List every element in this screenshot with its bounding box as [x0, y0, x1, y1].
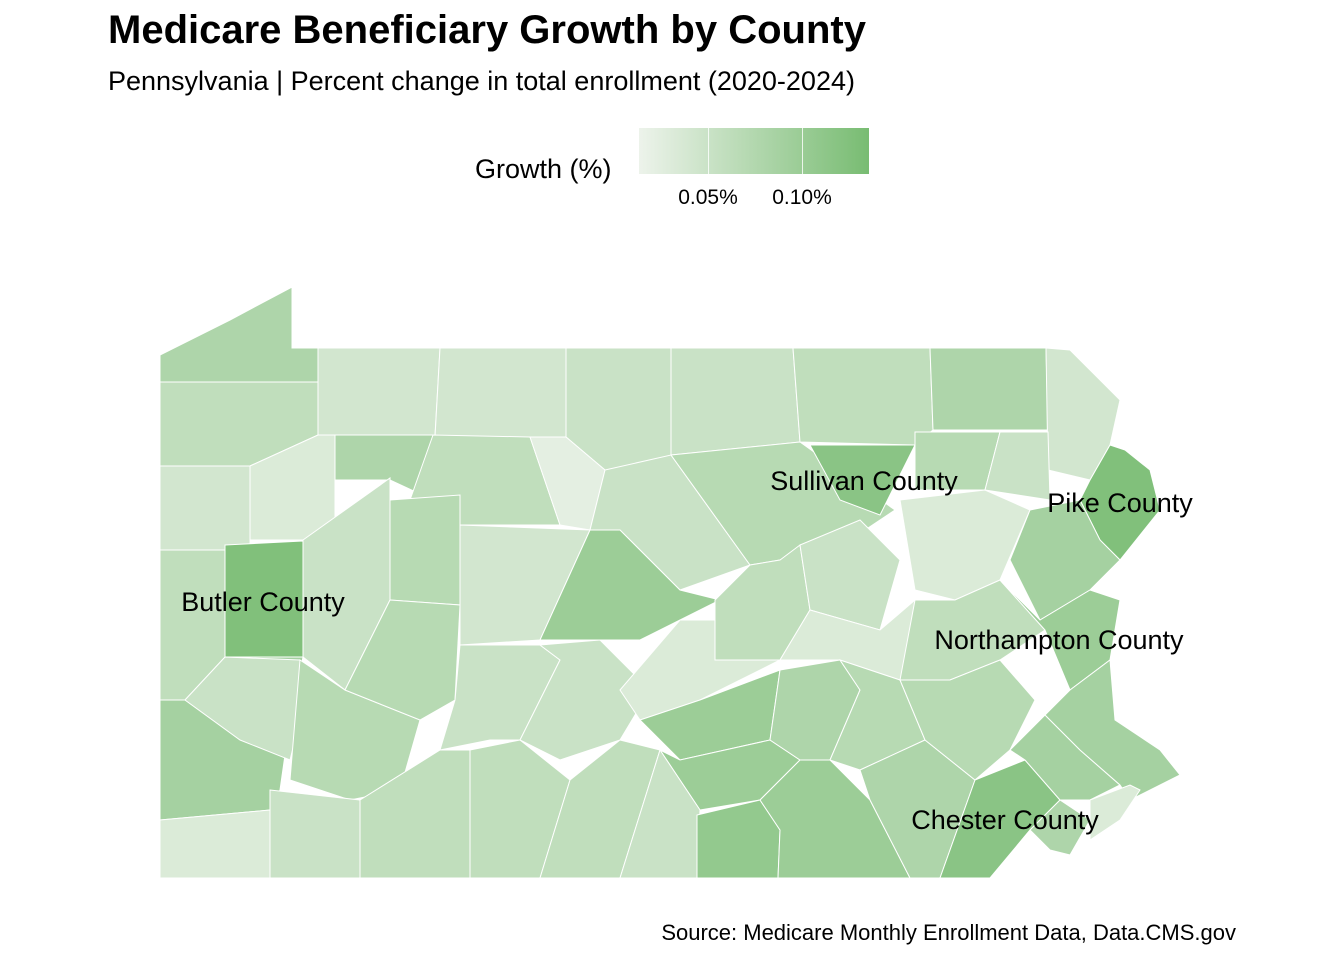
county-shape: [792, 347, 934, 446]
legend-colorbar: [639, 128, 869, 174]
county-shape: [159, 809, 271, 879]
chart-title: Medicare Beneficiary Growth by County: [108, 8, 866, 52]
county-shape: [334, 434, 434, 501]
legend-title: Growth (%): [475, 154, 612, 184]
county-shape: [269, 789, 361, 879]
county-shape: [799, 519, 901, 631]
county-shape: [249, 434, 336, 541]
county-shape: [159, 465, 251, 551]
county-shape: [539, 529, 722, 641]
county-shape: [619, 748, 701, 879]
county-shape: [899, 659, 1036, 781]
county-label-chester: Chester County: [911, 805, 1099, 835]
county-shape: [519, 639, 651, 761]
county-label-pike: Pike County: [1047, 488, 1193, 518]
county-label-northampton: Northampton County: [934, 625, 1184, 655]
county-shape: [317, 347, 441, 436]
county-shape: [809, 444, 916, 516]
county-shape: [389, 494, 461, 606]
county-shape: [434, 347, 567, 438]
county-shape: [1044, 659, 1181, 801]
county-shape: [159, 286, 319, 383]
county-shape: [984, 431, 1051, 501]
source-caption: Source: Medicare Monthly Enrollment Data…: [661, 920, 1236, 945]
legend-tick-label: 0.05%: [678, 186, 738, 209]
county-label-sullivan: Sullivan County: [770, 466, 958, 496]
legend-tick-label: 0.10%: [772, 186, 832, 209]
county-shape: [1009, 499, 1121, 621]
county-shape: [929, 347, 1049, 431]
legend-tick-mark: [708, 128, 709, 174]
county-shape: [344, 599, 461, 721]
county-label-butler: Butler County: [181, 587, 345, 617]
county-shape: [1089, 784, 1141, 841]
chart-subtitle: Pennsylvania | Percent change in total e…: [108, 66, 855, 96]
county-shape: [999, 579, 1121, 691]
legend-tick-mark: [802, 128, 803, 174]
county-shape: [670, 347, 801, 456]
county-shape: [899, 489, 1031, 601]
county-shape: [1029, 799, 1091, 856]
